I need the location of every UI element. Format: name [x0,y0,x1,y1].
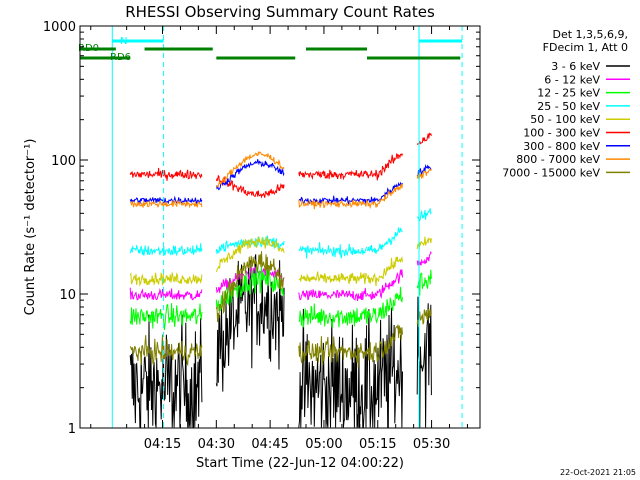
axes: 1 10 100 1000 04:15 04:30 04:45 05:00 05:15 05:30 [43,20,480,452]
series-segment [366,153,403,181]
series-segment [298,287,368,301]
x-tick-label: 05:00 [305,437,342,452]
series-segment [416,132,432,145]
series-segment [416,236,432,250]
series-segment [215,159,285,191]
legend-entry-label: 3 - 6 keV [551,60,600,73]
series-segment [215,266,285,294]
series-segment [416,208,432,223]
plot-frame [79,25,481,429]
series-segment [215,151,285,188]
series-segment [215,251,285,323]
legend-entry-label: 100 - 300 keV [523,127,600,140]
series-segment [298,199,368,210]
series-segment [366,256,403,287]
series-segment [298,303,368,329]
legend-header: Det 1,3,5,6,9, [552,28,628,41]
y-tick-label: 100 [51,154,76,169]
series-segment [366,324,403,363]
series-segment [416,296,432,428]
chart-title: RHESSI Observing Summary Count Rates [125,3,435,21]
series-segment [366,307,403,428]
y-tick-label: 1000 [43,20,76,35]
series-segment [215,236,285,273]
flag-label-rd6: RD6 [110,52,131,63]
series-6-12kev [129,250,432,301]
series-segment [129,272,203,287]
series-segment [129,334,203,367]
series-segment [366,227,403,254]
series-segment [129,199,203,209]
legend: Det 1,3,5,6,9,FDecim 1, Att 0 3 - 6 keV6 … [502,28,630,179]
series-segment [298,271,368,285]
legend-entry-label: 800 - 7000 keV [516,153,600,166]
y-axis-title: Count Rate (s⁻¹ detector⁻¹) [23,139,38,316]
footer-timestamp: 22-Oct-2021 21:05 [560,468,636,477]
legend-entry-label: 300 - 800 keV [523,140,600,153]
series-segment [366,286,403,325]
series-segment [416,250,432,266]
legend-entry-label: 25 - 50 keV [537,100,600,113]
y-tick-label: 10 [59,288,76,303]
series-layer [129,132,432,428]
x-axis-title: Start Time (22-Jun-12 04:00:22) [196,456,404,471]
series-segment [298,308,368,428]
legend-entry-label: 6 - 12 keV [544,73,600,86]
x-tick-label: 05:30 [413,437,450,452]
x-tick-label: 04:15 [144,437,181,452]
series-segment [298,336,368,368]
series-segment [129,287,203,301]
series-50-100kev [129,236,432,287]
series-segment [129,243,203,257]
series-segment [298,169,368,181]
flag-label-rd0: RD0 [78,43,99,54]
series-segment [416,308,432,328]
x-tick-label: 05:15 [359,437,396,452]
series-segment [366,183,403,210]
series-segment [215,254,285,392]
flag-label-n: N [120,36,127,47]
series-segment [298,242,368,259]
x-tick-label: 04:30 [198,437,235,452]
series-segment [416,269,432,296]
series-segment [416,168,432,181]
y-tick-label: 1 [68,422,76,437]
series-segment [129,303,203,331]
legend-entry-label: 50 - 100 keV [530,113,600,126]
series-800-7000kev [129,151,432,210]
series-7000-15000kev [129,251,432,368]
legend-entry-label: 12 - 25 keV [537,87,600,100]
legend-entry-label: 7000 - 15000 keV [502,166,600,179]
flag-bars: N RD0 RD6 [78,26,463,428]
legend-header: FDecim 1, Att 0 [543,41,628,54]
series-segment [416,163,432,178]
x-tick-label: 04:45 [251,437,288,452]
series-segment [366,269,403,300]
series-segment [129,167,203,181]
